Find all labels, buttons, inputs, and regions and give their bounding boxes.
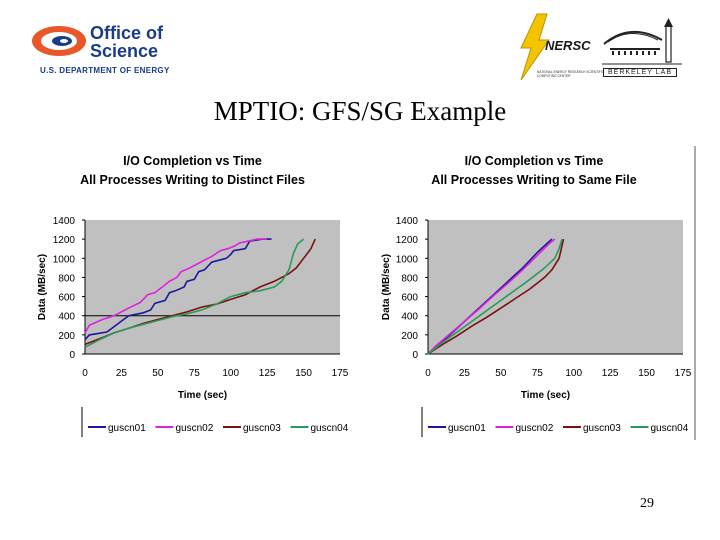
y-tick-label: 600 [401, 293, 418, 304]
y-tick-label: 800 [58, 273, 75, 284]
x-tick-label: 125 [259, 368, 276, 379]
y-tick-label: 1200 [53, 235, 76, 246]
office-of-science-logo: Office of Science U.S. DEPARTMENT OF ENE… [30, 22, 180, 82]
y-tick-label: 0 [412, 350, 418, 361]
chart-1: 0 200 400 600 800 1000 1200 1400 0 25 50 75 100 125 15… [37, 216, 349, 437]
y-tick-label: 1000 [53, 254, 76, 265]
slide-title: MPTIO: GFS/SG Example [213, 96, 507, 126]
nersc-logo-word: NERSC [545, 38, 591, 53]
series-line-guscn02 [84, 238, 268, 334]
x-tick-label: 100 [565, 368, 582, 379]
chart-1-title: I/O Completion vs Time [123, 154, 262, 168]
plot-area [428, 220, 683, 354]
y-axis-label: Data (MB/sec) [37, 254, 48, 320]
y-tick-label: 1400 [53, 216, 76, 227]
x-axis-label: Time (sec) [521, 390, 570, 401]
x-tick-label: 175 [332, 368, 349, 379]
y-tick-label: 800 [401, 273, 418, 284]
y-tick-label: 600 [58, 293, 75, 304]
chart-1-subtitle: All Processes Writing to Distinct Files [80, 173, 305, 187]
y-tick-label: 200 [58, 331, 75, 342]
doe-logo-line3: U.S. DEPARTMENT OF ENERGY [40, 66, 170, 75]
berkeley-lab-logo: BERKELEY LAB [600, 14, 685, 79]
chart-2-title-block: I/O Completion vs Time All Processes Wri… [400, 152, 668, 190]
x-tick-label: 75 [532, 368, 544, 379]
y-tick-label: 400 [58, 312, 75, 323]
y-tick-label: 400 [401, 312, 418, 323]
page-number: 29 [640, 496, 654, 511]
y-tick-label: 200 [401, 331, 418, 342]
x-tick-label: 75 [189, 368, 201, 379]
x-tick-label: 125 [602, 368, 619, 379]
legend-label-guscn04: guscn04 [651, 423, 689, 434]
series-line-guscn01 [84, 238, 272, 341]
x-tick-label: 50 [495, 368, 507, 379]
chart-2-title: I/O Completion vs Time [464, 154, 604, 168]
nersc-logo-sub: NATIONAL ENERGY RESEARCH SCIENTIFIC COMP… [537, 70, 605, 78]
x-tick-label: 175 [675, 368, 692, 379]
x-tick-label: 0 [82, 368, 88, 379]
x-axis-label: Time (sec) [178, 390, 227, 401]
chart-1-title-block: I/O Completion vs Time All Processes Wri… [60, 152, 325, 190]
y-tick-label: 1400 [396, 216, 419, 227]
legend-label-guscn04: guscn04 [311, 423, 349, 434]
legend-label-guscn01: guscn01 [108, 423, 146, 434]
x-tick-label: 100 [222, 368, 239, 379]
berkeley-lab-logo-word: BERKELEY LAB [603, 68, 678, 77]
x-tick-label: 25 [459, 368, 471, 379]
legend-label-guscn03: guscn03 [243, 423, 281, 434]
doe-swirl-icon [32, 26, 86, 56]
chart-2: 0 200 400 600 800 1000 1200 1400 0 25 50 75 100 125 15… [381, 216, 692, 437]
series-line-guscn04 [427, 238, 563, 355]
lightning-bolt-icon [520, 13, 550, 81]
x-tick-label: 0 [425, 368, 431, 379]
series-line-guscn03 [427, 238, 565, 355]
legend-label-guscn01: guscn01 [448, 423, 486, 434]
y-axis-label: Data (MB/sec) [381, 254, 392, 320]
doe-logo-line2: Science [90, 41, 159, 61]
series-line-guscn02 [427, 238, 556, 355]
legend-label-guscn02: guscn02 [176, 423, 214, 434]
doe-logo-line1: Office of [90, 23, 164, 43]
x-tick-label: 25 [116, 368, 128, 379]
series-line-guscn04 [84, 238, 305, 349]
berkeley-lab-building-icon [602, 18, 682, 65]
nersc-logo: NERSC NATIONAL ENERGY RESEARCH SCIENTIFI… [515, 12, 604, 82]
chart-2-subtitle: All Processes Writing to Same File [431, 173, 637, 187]
x-tick-label: 150 [295, 368, 312, 379]
y-tick-label: 1200 [396, 235, 419, 246]
y-tick-label: 1000 [396, 254, 419, 265]
legend-label-guscn02: guscn02 [516, 423, 554, 434]
x-tick-label: 150 [638, 368, 655, 379]
y-tick-label: 0 [69, 350, 75, 361]
plot-area [85, 220, 340, 354]
legend-label-guscn03: guscn03 [583, 423, 621, 434]
x-tick-label: 50 [152, 368, 164, 379]
